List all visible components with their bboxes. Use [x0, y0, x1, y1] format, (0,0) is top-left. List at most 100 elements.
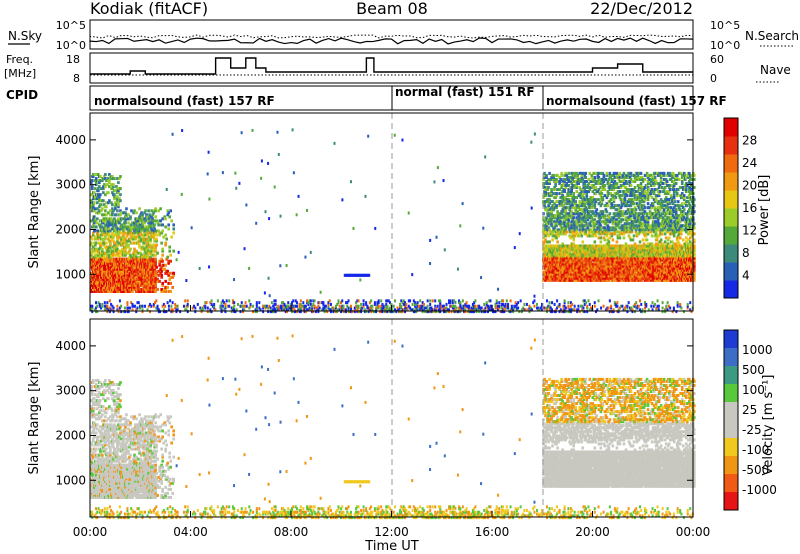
data-cell — [615, 181, 619, 185]
data-cell — [141, 215, 144, 219]
data-cell — [544, 278, 547, 282]
data-cell — [605, 234, 609, 238]
data-cell — [117, 231, 120, 235]
nsearch-line — [89, 34, 694, 39]
data-cell — [104, 173, 107, 177]
data-cell — [602, 262, 606, 266]
data-cell — [552, 175, 555, 179]
data-cell — [615, 171, 619, 175]
data-cell — [114, 201, 117, 205]
data-cell — [149, 223, 152, 227]
data-cell — [605, 171, 609, 175]
data-cell — [133, 249, 136, 253]
data-cell — [624, 216, 628, 220]
data-cell — [562, 181, 565, 185]
data-cell — [646, 175, 650, 179]
data-cell — [101, 229, 104, 233]
data-cell — [566, 222, 569, 226]
data-cell — [124, 227, 127, 231]
data-cell — [135, 275, 138, 279]
data-cell — [640, 206, 644, 210]
data-cell — [160, 289, 163, 293]
data-cell — [588, 198, 592, 202]
data-cell — [546, 232, 549, 236]
freq-label: Freq. — [6, 53, 33, 66]
data-cell — [126, 273, 129, 277]
data-cell — [542, 212, 545, 216]
data-cell — [572, 236, 575, 240]
data-cell — [95, 257, 98, 261]
data-cell — [154, 259, 157, 263]
data-cell — [572, 198, 575, 202]
data-cell — [544, 181, 547, 185]
data-cell — [148, 245, 151, 249]
data-cell — [150, 215, 153, 219]
data-cell — [575, 266, 579, 270]
data-cell — [101, 213, 104, 217]
data-cell — [607, 228, 611, 232]
data-cell — [93, 215, 96, 219]
data-cell — [97, 189, 100, 193]
data-cell — [559, 200, 562, 204]
data-cell — [124, 285, 127, 289]
data-cell — [172, 227, 176, 231]
data-cell — [585, 222, 589, 226]
data-cell — [103, 183, 106, 187]
data-cell — [154, 231, 157, 235]
data-cell — [95, 289, 98, 293]
data-cell — [105, 227, 108, 231]
data-cell — [642, 248, 646, 252]
data-cell — [597, 232, 601, 236]
data-cell — [120, 269, 123, 273]
data-cell — [561, 200, 564, 204]
data-cell — [157, 273, 160, 277]
data-cell — [110, 265, 113, 269]
data-cell — [94, 187, 97, 191]
data-cell — [135, 267, 138, 271]
data-cell — [580, 212, 584, 216]
data-cell — [542, 240, 545, 244]
data-cell — [582, 186, 586, 190]
data-cell — [594, 272, 598, 276]
data-cell — [643, 258, 647, 262]
data-cell — [117, 227, 120, 231]
data-cell — [143, 251, 146, 255]
data-cell — [614, 196, 618, 200]
data-cell — [623, 175, 627, 179]
data-cell — [601, 252, 605, 256]
nsearch-tick-top: 10^5 — [710, 19, 740, 32]
data-cell — [585, 278, 589, 282]
data-cell — [622, 171, 626, 175]
data-cell — [101, 207, 104, 211]
data-cell — [636, 218, 640, 222]
data-cell — [636, 184, 640, 188]
data-cell — [553, 202, 556, 206]
data-cell — [133, 247, 136, 251]
data-cell — [150, 253, 153, 257]
data-cell — [628, 175, 632, 179]
data-cell — [589, 200, 593, 204]
data-cell — [169, 253, 172, 257]
data-cell — [599, 190, 603, 194]
data-cell — [137, 227, 140, 231]
data-cell — [140, 237, 143, 241]
data-cell — [561, 270, 564, 274]
data-cell — [544, 234, 547, 238]
data-cell — [119, 175, 122, 179]
data-cell — [615, 254, 619, 258]
data-cell — [571, 175, 574, 179]
data-cell — [140, 211, 143, 215]
data-cell — [625, 181, 629, 185]
data-cell — [619, 266, 623, 270]
data-cell — [118, 197, 121, 201]
data-cell — [100, 281, 103, 285]
data-cell — [140, 229, 143, 233]
data-cell — [105, 247, 108, 251]
data-cell — [124, 253, 127, 257]
data-cell — [99, 245, 102, 249]
data-cell — [95, 253, 98, 257]
data-cell — [563, 190, 566, 194]
data-cell — [577, 234, 581, 238]
data-cell — [128, 275, 131, 279]
data-cell — [102, 187, 105, 191]
